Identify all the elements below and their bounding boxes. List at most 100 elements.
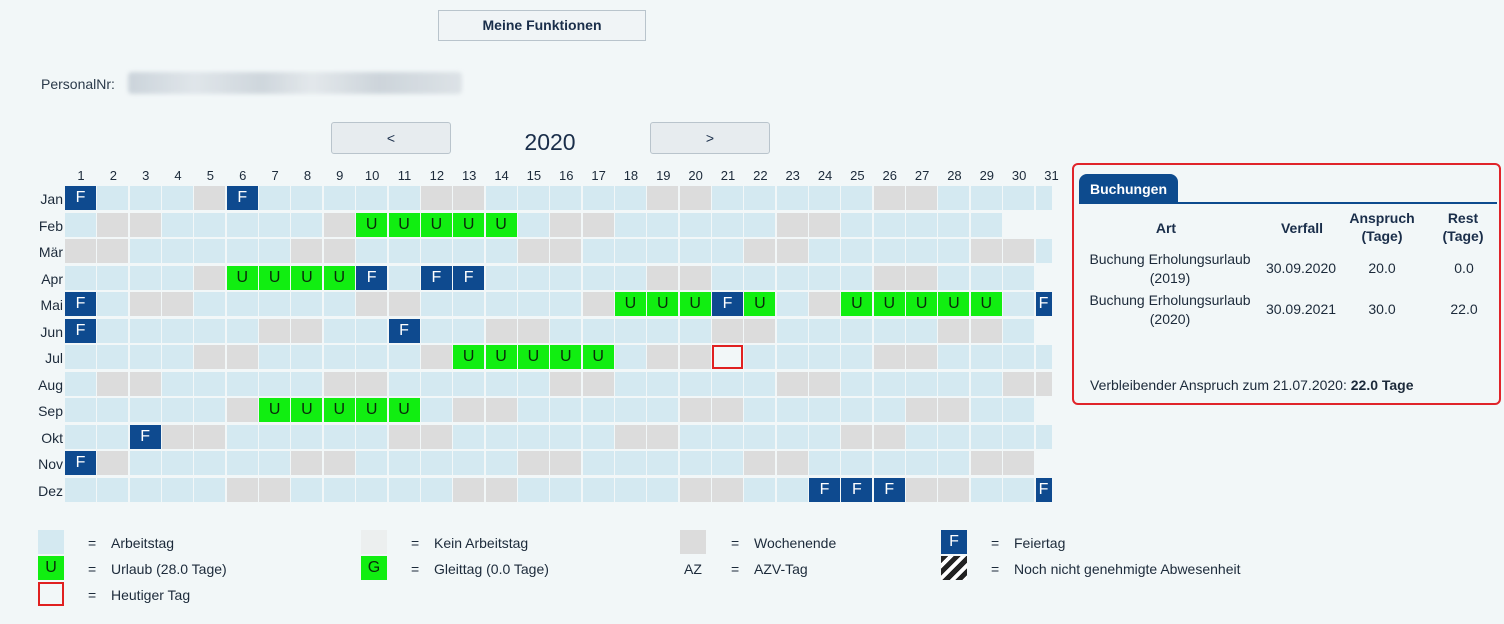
day-cell-arbeitstag[interactable] <box>194 212 226 237</box>
day-cell-arbeitstag[interactable] <box>517 371 549 396</box>
day-cell-wochenende[interactable] <box>776 239 808 263</box>
day-cell-arbeitstag[interactable] <box>906 424 938 449</box>
day-cell-arbeitstag[interactable] <box>873 398 905 422</box>
day-cell-arbeitstag[interactable] <box>550 186 582 210</box>
day-cell-urlaub[interactable]: U <box>970 292 1002 316</box>
day-cell-wochenende[interactable] <box>356 292 388 316</box>
day-cell-arbeitstag[interactable] <box>97 265 129 290</box>
day-cell-arbeitstag[interactable] <box>582 477 614 502</box>
day-cell-arbeitstag[interactable] <box>162 318 194 343</box>
day-cell-wochenende[interactable] <box>744 451 776 475</box>
day-cell-arbeitstag[interactable] <box>647 477 679 502</box>
day-cell-feiertag[interactable]: F <box>1035 292 1052 316</box>
day-cell-wochenende[interactable] <box>485 477 517 502</box>
day-cell-arbeitstag[interactable] <box>162 186 194 210</box>
day-cell-arbeitstag[interactable] <box>129 451 161 475</box>
day-cell-wochenende[interactable] <box>582 212 614 237</box>
day-cell-arbeitstag[interactable] <box>517 424 549 449</box>
day-cell-arbeitstag[interactable] <box>744 477 776 502</box>
day-cell-arbeitstag[interactable] <box>420 398 452 422</box>
day-cell-arbeitstag[interactable] <box>809 186 841 210</box>
day-cell-arbeitstag[interactable] <box>582 398 614 422</box>
day-cell-urlaub[interactable]: U <box>356 212 388 237</box>
day-cell-arbeitstag[interactable] <box>485 424 517 449</box>
day-cell-arbeitstag[interactable] <box>776 424 808 449</box>
day-cell-arbeitstag[interactable] <box>712 451 743 475</box>
day-cell-arbeitstag[interactable] <box>129 345 161 369</box>
day-cell-wochenende[interactable] <box>162 292 194 316</box>
day-cell-arbeitstag[interactable] <box>129 398 161 422</box>
day-cell-arbeitstag[interactable] <box>226 239 258 263</box>
day-cell-arbeitstag[interactable] <box>744 345 776 369</box>
day-cell-arbeitstag[interactable] <box>420 239 452 263</box>
day-cell-arbeitstag[interactable] <box>356 318 388 343</box>
day-cell-feiertag[interactable]: F <box>453 265 485 290</box>
day-cell-feiertag[interactable]: F <box>809 477 841 502</box>
day-cell-arbeitstag[interactable] <box>194 318 226 343</box>
day-cell-arbeitstag[interactable] <box>614 186 646 210</box>
day-cell-wochenende[interactable] <box>873 345 905 369</box>
day-cell-arbeitstag[interactable] <box>970 212 1002 237</box>
day-cell-arbeitstag[interactable] <box>873 451 905 475</box>
day-cell-wochenende[interactable] <box>970 318 1002 343</box>
day-cell-arbeitstag[interactable] <box>1035 239 1052 263</box>
day-cell-arbeitstag[interactable] <box>323 424 355 449</box>
day-cell-arbeitstag[interactable] <box>65 371 96 396</box>
day-cell-wochenende[interactable] <box>679 186 711 210</box>
day-cell-feiertag[interactable]: F <box>65 292 96 316</box>
day-cell-arbeitstag[interactable] <box>841 239 873 263</box>
day-cell-wochenende[interactable] <box>453 477 485 502</box>
day-cell-arbeitstag[interactable] <box>323 292 355 316</box>
day-cell-urlaub[interactable]: U <box>259 265 291 290</box>
day-cell-arbeitstag[interactable] <box>226 371 258 396</box>
day-cell-feiertag[interactable]: F <box>873 477 905 502</box>
day-cell-arbeitstag[interactable] <box>841 265 873 290</box>
day-cell-wochenende[interactable] <box>679 345 711 369</box>
day-cell-arbeitstag[interactable] <box>776 318 808 343</box>
next-year-button[interactable]: > <box>650 122 770 154</box>
day-cell-arbeitstag[interactable] <box>259 186 291 210</box>
day-cell-feiertag[interactable]: F <box>420 265 452 290</box>
day-cell-arbeitstag[interactable] <box>485 292 517 316</box>
day-cell-wochenende[interactable] <box>906 345 938 369</box>
day-cell-wochenende[interactable] <box>388 292 420 316</box>
day-cell-arbeitstag[interactable] <box>841 186 873 210</box>
day-cell-wochenende[interactable] <box>873 265 905 290</box>
day-cell-wochenende[interactable] <box>97 212 129 237</box>
day-cell-wochenende[interactable] <box>809 212 841 237</box>
day-cell-arbeitstag[interactable] <box>938 239 970 263</box>
day-cell-arbeitstag[interactable] <box>259 345 291 369</box>
day-cell-arbeitstag[interactable] <box>970 477 1002 502</box>
day-cell-wochenende[interactable] <box>938 318 970 343</box>
day-cell-arbeitstag[interactable] <box>582 186 614 210</box>
day-cell-arbeitstag[interactable] <box>291 345 323 369</box>
day-cell-wochenende[interactable] <box>420 345 452 369</box>
day-cell-wochenende[interactable] <box>647 186 679 210</box>
day-cell-wochenende[interactable] <box>226 477 258 502</box>
day-cell-arbeitstag[interactable] <box>970 371 1002 396</box>
day-cell-urlaub[interactable]: U <box>550 345 582 369</box>
day-cell-arbeitstag[interactable] <box>841 371 873 396</box>
day-cell-arbeitstag[interactable] <box>356 451 388 475</box>
day-cell-wochenende[interactable] <box>291 239 323 263</box>
day-cell-arbeitstag[interactable] <box>453 451 485 475</box>
day-cell-arbeitstag[interactable] <box>970 424 1002 449</box>
day-cell-arbeitstag[interactable] <box>420 477 452 502</box>
day-cell-arbeitstag[interactable] <box>291 424 323 449</box>
day-cell-arbeitstag[interactable] <box>453 318 485 343</box>
day-cell-arbeitstag[interactable] <box>712 371 743 396</box>
day-cell-urlaub[interactable]: U <box>485 212 517 237</box>
day-cell-wochenende[interactable] <box>744 239 776 263</box>
day-cell-urlaub[interactable]: U <box>323 265 355 290</box>
day-cell-arbeitstag[interactable] <box>1003 424 1035 449</box>
day-cell-wochenende[interactable] <box>194 424 226 449</box>
day-cell-arbeitstag[interactable] <box>679 451 711 475</box>
day-cell-urlaub[interactable]: U <box>873 292 905 316</box>
day-cell-arbeitstag[interactable] <box>162 239 194 263</box>
day-cell-wochenende[interactable] <box>323 239 355 263</box>
day-cell-arbeitstag[interactable] <box>873 239 905 263</box>
day-cell-arbeitstag[interactable] <box>226 318 258 343</box>
day-cell-arbeitstag[interactable] <box>970 265 1002 290</box>
day-cell-arbeitstag[interactable] <box>97 292 129 316</box>
day-cell-arbeitstag[interactable] <box>323 318 355 343</box>
